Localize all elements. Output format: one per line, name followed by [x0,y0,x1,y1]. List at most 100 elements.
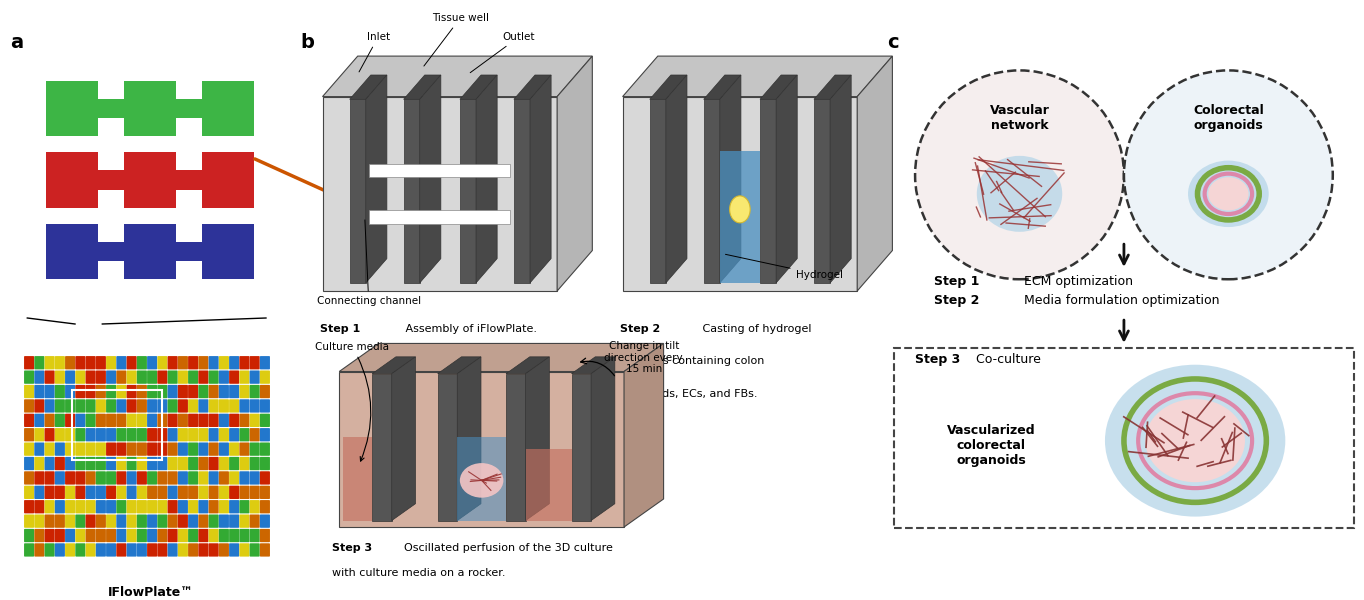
FancyBboxPatch shape [198,500,209,514]
Polygon shape [340,343,663,371]
FancyBboxPatch shape [177,370,188,384]
Polygon shape [457,357,481,521]
FancyBboxPatch shape [168,428,177,442]
FancyBboxPatch shape [168,514,177,528]
FancyBboxPatch shape [136,356,147,370]
Text: IFlowPlate™: IFlowPlate™ [108,586,194,599]
Polygon shape [625,343,663,527]
FancyBboxPatch shape [116,514,127,528]
FancyBboxPatch shape [45,457,55,470]
Polygon shape [831,75,851,283]
Text: Assembly of iFlowPlate.: Assembly of iFlowPlate. [402,325,536,334]
Bar [176,170,202,190]
FancyBboxPatch shape [86,485,95,499]
FancyBboxPatch shape [198,543,209,557]
FancyBboxPatch shape [136,442,147,456]
FancyBboxPatch shape [239,543,250,557]
FancyBboxPatch shape [157,457,168,470]
FancyBboxPatch shape [127,399,136,413]
FancyBboxPatch shape [177,385,188,398]
Ellipse shape [1209,177,1248,211]
FancyBboxPatch shape [75,413,86,427]
FancyBboxPatch shape [261,356,270,370]
FancyBboxPatch shape [45,356,55,370]
FancyBboxPatch shape [106,428,116,442]
Polygon shape [476,75,496,283]
FancyBboxPatch shape [239,514,250,528]
FancyBboxPatch shape [95,385,106,398]
FancyBboxPatch shape [116,500,127,514]
FancyBboxPatch shape [209,514,218,528]
FancyBboxPatch shape [25,370,34,384]
FancyBboxPatch shape [45,485,55,499]
FancyBboxPatch shape [157,428,168,442]
FancyBboxPatch shape [261,471,270,485]
FancyBboxPatch shape [218,413,229,427]
FancyBboxPatch shape [229,529,239,542]
FancyBboxPatch shape [198,457,209,470]
FancyBboxPatch shape [25,514,34,528]
FancyBboxPatch shape [188,485,198,499]
FancyBboxPatch shape [25,529,34,542]
FancyBboxPatch shape [127,413,136,427]
FancyBboxPatch shape [168,485,177,499]
Polygon shape [591,357,615,521]
FancyBboxPatch shape [55,385,65,398]
FancyBboxPatch shape [65,356,75,370]
FancyBboxPatch shape [261,442,270,456]
FancyBboxPatch shape [157,385,168,398]
FancyBboxPatch shape [147,442,157,456]
FancyBboxPatch shape [95,442,106,456]
FancyBboxPatch shape [198,529,209,542]
FancyBboxPatch shape [65,500,75,514]
FancyBboxPatch shape [198,471,209,485]
FancyBboxPatch shape [25,385,34,398]
FancyBboxPatch shape [218,500,229,514]
FancyBboxPatch shape [188,500,198,514]
FancyBboxPatch shape [75,428,86,442]
Ellipse shape [1188,161,1269,227]
Bar [124,152,176,208]
FancyBboxPatch shape [116,399,127,413]
FancyBboxPatch shape [127,385,136,398]
FancyBboxPatch shape [198,514,209,528]
FancyBboxPatch shape [34,543,45,557]
FancyBboxPatch shape [95,500,106,514]
FancyBboxPatch shape [86,385,95,398]
FancyBboxPatch shape [157,500,168,514]
FancyBboxPatch shape [95,399,106,413]
Text: with culture media on a rocker.: with culture media on a rocker. [331,568,505,578]
Text: matrices containing colon: matrices containing colon [619,356,764,367]
FancyBboxPatch shape [188,514,198,528]
FancyBboxPatch shape [65,529,75,542]
FancyBboxPatch shape [25,428,34,442]
FancyBboxPatch shape [188,399,198,413]
FancyBboxPatch shape [127,442,136,456]
FancyBboxPatch shape [65,543,75,557]
FancyBboxPatch shape [177,442,188,456]
FancyBboxPatch shape [95,370,106,384]
FancyBboxPatch shape [75,356,86,370]
Polygon shape [460,75,496,99]
Text: Co-culture: Co-culture [973,353,1041,367]
FancyBboxPatch shape [45,413,55,427]
FancyBboxPatch shape [127,529,136,542]
FancyBboxPatch shape [86,356,95,370]
FancyBboxPatch shape [106,514,116,528]
FancyBboxPatch shape [34,385,45,398]
FancyBboxPatch shape [157,356,168,370]
FancyBboxPatch shape [65,514,75,528]
Text: Step 3: Step 3 [915,353,960,367]
FancyBboxPatch shape [198,485,209,499]
FancyBboxPatch shape [188,442,198,456]
FancyBboxPatch shape [229,442,239,456]
FancyBboxPatch shape [209,442,218,456]
FancyBboxPatch shape [34,399,45,413]
FancyBboxPatch shape [250,385,259,398]
FancyBboxPatch shape [239,413,250,427]
FancyBboxPatch shape [157,399,168,413]
FancyBboxPatch shape [55,413,65,427]
FancyBboxPatch shape [147,370,157,384]
FancyBboxPatch shape [65,385,75,398]
FancyBboxPatch shape [157,442,168,456]
